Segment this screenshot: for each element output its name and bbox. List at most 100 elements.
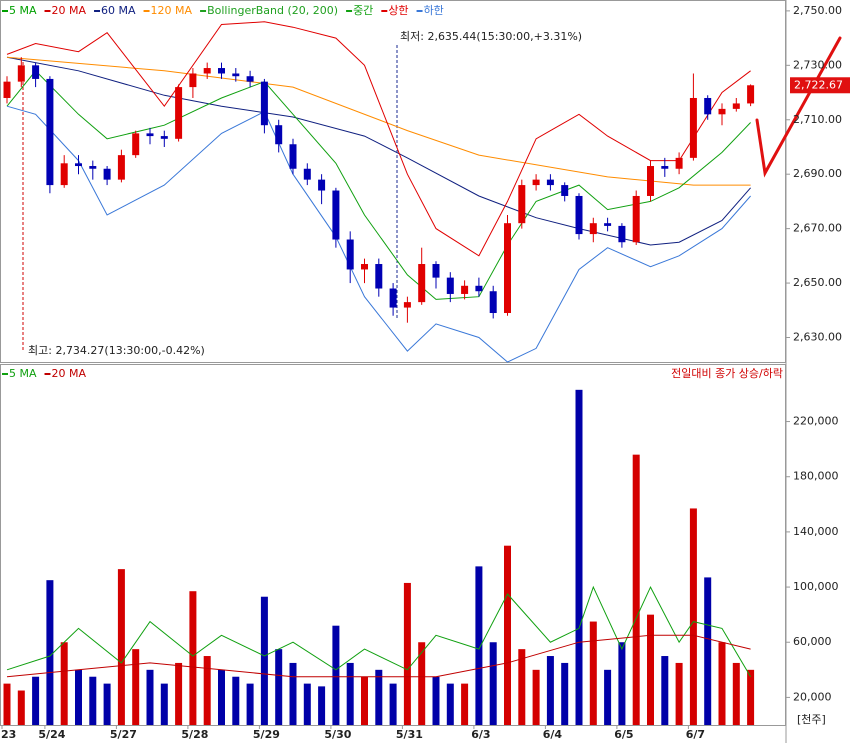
volume-bar (675, 662, 683, 725)
candle-body (589, 223, 597, 235)
candle-body (232, 73, 240, 77)
volume-bar (461, 683, 469, 725)
legend-label: 60 MA (101, 4, 136, 17)
y-tick-label: 2,650.00 (793, 276, 842, 289)
ma-line (6, 56, 751, 186)
volume-bar (275, 649, 283, 725)
legend-label: BollingerBand (20, 200) (207, 4, 338, 17)
volume-bar (218, 669, 225, 725)
y-tick-label: 60,000 (793, 635, 832, 648)
volume-bar (103, 683, 111, 725)
volume-bar (117, 569, 125, 725)
volume-bar (661, 656, 669, 725)
candle-body (203, 68, 211, 74)
legend-label: 120 MA (151, 4, 193, 17)
volume-bar (203, 656, 211, 725)
x-tick-label: 6/3 (471, 728, 490, 741)
candle-body (747, 85, 755, 104)
candle-body (461, 285, 469, 294)
y-tick-label: 2,670.00 (793, 222, 842, 235)
candle-body (732, 103, 740, 109)
candle-body (318, 179, 326, 191)
volume-bar (432, 676, 440, 725)
ma-line (6, 56, 751, 246)
volume-bar (618, 642, 626, 725)
volume-bar (632, 454, 640, 725)
volume-bar (146, 669, 154, 725)
candle-body (389, 288, 397, 308)
volume-bar (532, 669, 540, 725)
candle-body (146, 133, 154, 137)
volume-bar (232, 676, 240, 725)
volume-bar (175, 662, 183, 725)
last-price-box (790, 77, 850, 94)
volume-bar (418, 642, 426, 725)
volume-bar (403, 582, 411, 725)
legend-label: 20 MA (52, 4, 87, 17)
volume-bar (318, 686, 326, 725)
x-tick-label: 5/24 (38, 728, 65, 741)
candle-body (175, 87, 183, 139)
volume-bar (589, 621, 597, 725)
volume-bar (604, 669, 612, 725)
candle-body (575, 195, 583, 235)
y-tick-label: 140,000 (793, 525, 839, 538)
y-tick-label: 2,710.00 (793, 113, 842, 126)
volume-bar (75, 669, 82, 725)
y-tick-label: 180,000 (793, 470, 839, 483)
legend-label: 하한 (424, 3, 444, 17)
volume-bar (3, 683, 11, 725)
ma-line (6, 105, 751, 363)
volume-bar (246, 683, 254, 725)
y-tick-label: 20,000 (793, 690, 832, 703)
volume-bar (475, 566, 483, 725)
volume-bar (17, 690, 25, 725)
candle-body (60, 163, 68, 186)
volume-bar (732, 662, 740, 725)
candle-body (346, 239, 354, 270)
candle-body (17, 65, 25, 82)
max-annotation: 최고: 2,734.27(13:30:00,-0.42%) (28, 344, 205, 357)
volume-bar (647, 614, 654, 725)
candle-body (489, 291, 497, 314)
candle-body (218, 68, 225, 74)
volume-bar (446, 683, 454, 725)
candle-body (246, 76, 254, 82)
candle-body (504, 223, 511, 314)
candle-body (189, 73, 197, 88)
candle-body (618, 225, 626, 243)
candle-body (117, 155, 125, 180)
legend-label: 5 MA (9, 4, 37, 17)
volume-bar (332, 625, 340, 725)
x-tick-label: 23 (1, 728, 16, 741)
volume-bar (718, 642, 726, 725)
volume-bar (189, 591, 197, 725)
legend-label: 상한 (388, 4, 408, 17)
last-price-label: 2,722.67 (794, 78, 843, 91)
legend-label: 20 MA (52, 367, 87, 380)
candle-body (675, 157, 683, 169)
x-tick-label: 6/7 (686, 728, 705, 741)
candle-body (332, 190, 340, 240)
volume-bar (60, 642, 68, 725)
candle-body (303, 168, 311, 180)
volume-bar (747, 669, 755, 725)
volume-bar (546, 656, 554, 725)
volume-bar (504, 545, 511, 725)
volume-bar (46, 580, 54, 725)
candle-body (260, 81, 268, 126)
volume-bar (689, 508, 697, 725)
candle-body (446, 277, 454, 294)
x-tick-label: 5/28 (181, 728, 208, 741)
volume-bar (303, 683, 311, 725)
candle-body (375, 264, 383, 289)
y-tick-label: 100,000 (793, 580, 839, 593)
candle-body (546, 179, 554, 186)
x-tick-label: 5/29 (253, 728, 280, 741)
candle-body (561, 185, 569, 196)
x-tick-label: 6/4 (543, 728, 563, 741)
min-annotation: 최저: 2,635.44(15:30:00,+3.31%) (400, 30, 582, 43)
candle-body (647, 166, 654, 196)
legend-label: 5 MA (9, 367, 37, 380)
